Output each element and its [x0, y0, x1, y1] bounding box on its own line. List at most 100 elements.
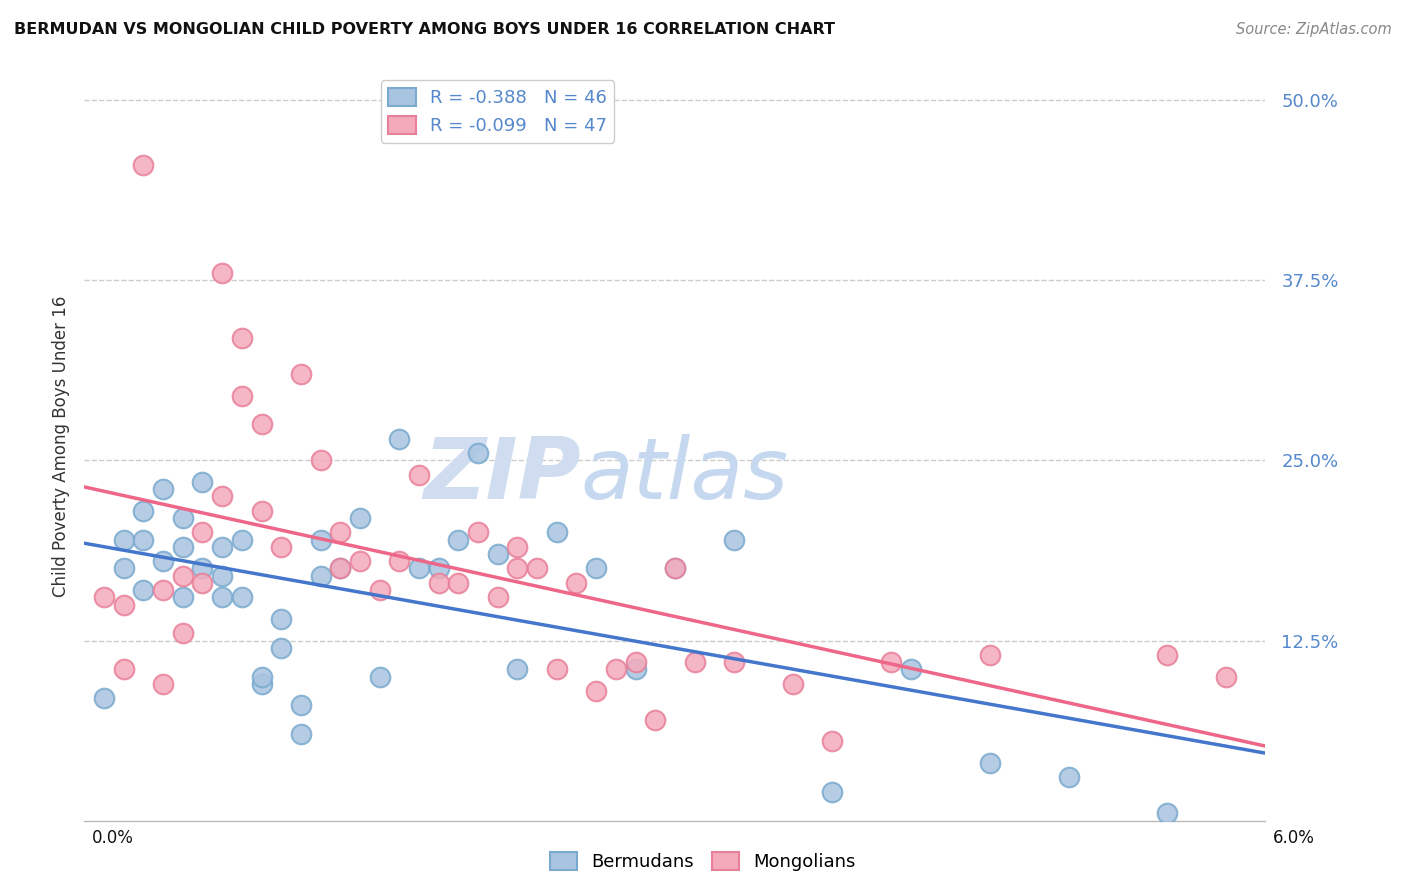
Point	[486, 591, 509, 605]
Point	[329, 561, 352, 575]
Point	[112, 662, 135, 676]
Point	[624, 655, 647, 669]
Point	[447, 533, 470, 547]
Point	[290, 727, 312, 741]
Point	[880, 655, 903, 669]
Point	[152, 583, 174, 598]
Point	[664, 561, 686, 575]
Point	[132, 583, 155, 598]
Point	[467, 525, 489, 540]
Point	[290, 698, 312, 713]
Point	[250, 669, 273, 683]
Point	[211, 540, 233, 554]
Point	[900, 662, 922, 676]
Point	[329, 561, 352, 575]
Point	[93, 591, 115, 605]
Point	[250, 417, 273, 432]
Point	[368, 669, 391, 683]
Point	[211, 568, 233, 582]
Point	[112, 533, 135, 547]
Point	[172, 540, 194, 554]
Point	[112, 598, 135, 612]
Point	[1156, 648, 1178, 662]
Point	[506, 561, 529, 575]
Point	[349, 554, 371, 568]
Point	[231, 331, 253, 345]
Point	[152, 554, 174, 568]
Point	[979, 756, 1001, 770]
Point	[447, 575, 470, 590]
Point	[191, 561, 214, 575]
Point	[270, 640, 292, 655]
Point	[250, 677, 273, 691]
Point	[290, 367, 312, 381]
Point	[388, 554, 411, 568]
Point	[270, 540, 292, 554]
Point	[821, 734, 844, 748]
Point	[191, 575, 214, 590]
Point	[821, 785, 844, 799]
Point	[683, 655, 706, 669]
Point	[211, 490, 233, 504]
Point	[112, 561, 135, 575]
Point	[231, 533, 253, 547]
Point	[211, 591, 233, 605]
Point	[211, 266, 233, 280]
Point	[605, 662, 627, 676]
Point	[152, 482, 174, 496]
Point	[309, 568, 332, 582]
Point	[132, 158, 155, 172]
Point	[132, 533, 155, 547]
Legend: Bermudans, Mongolians: Bermudans, Mongolians	[543, 845, 863, 879]
Point	[172, 568, 194, 582]
Point	[309, 533, 332, 547]
Point	[1057, 771, 1080, 785]
Text: atlas: atlas	[581, 434, 789, 517]
Text: Source: ZipAtlas.com: Source: ZipAtlas.com	[1236, 22, 1392, 37]
Point	[427, 561, 450, 575]
Text: 6.0%: 6.0%	[1272, 829, 1315, 847]
Point	[506, 662, 529, 676]
Point	[388, 432, 411, 446]
Point	[1215, 669, 1237, 683]
Text: BERMUDAN VS MONGOLIAN CHILD POVERTY AMONG BOYS UNDER 16 CORRELATION CHART: BERMUDAN VS MONGOLIAN CHILD POVERTY AMON…	[14, 22, 835, 37]
Text: 0.0%: 0.0%	[91, 829, 134, 847]
Point	[172, 511, 194, 525]
Point	[664, 561, 686, 575]
Legend: R = -0.388   N = 46, R = -0.099   N = 47: R = -0.388 N = 46, R = -0.099 N = 47	[381, 80, 614, 143]
Point	[1156, 806, 1178, 821]
Point	[979, 648, 1001, 662]
Point	[526, 561, 548, 575]
Point	[546, 662, 568, 676]
Text: ZIP: ZIP	[423, 434, 581, 517]
Point	[329, 525, 352, 540]
Point	[486, 547, 509, 561]
Point	[467, 446, 489, 460]
Point	[250, 504, 273, 518]
Point	[506, 540, 529, 554]
Point	[172, 626, 194, 640]
Point	[585, 684, 607, 698]
Point	[349, 511, 371, 525]
Point	[624, 662, 647, 676]
Point	[132, 504, 155, 518]
Point	[565, 575, 588, 590]
Y-axis label: Child Poverty Among Boys Under 16: Child Poverty Among Boys Under 16	[52, 295, 70, 597]
Point	[231, 388, 253, 402]
Point	[585, 561, 607, 575]
Point	[368, 583, 391, 598]
Point	[191, 525, 214, 540]
Point	[408, 561, 430, 575]
Point	[408, 467, 430, 482]
Point	[172, 591, 194, 605]
Point	[644, 713, 666, 727]
Point	[93, 691, 115, 706]
Point	[546, 525, 568, 540]
Point	[723, 533, 745, 547]
Point	[152, 677, 174, 691]
Point	[723, 655, 745, 669]
Point	[309, 453, 332, 467]
Point	[427, 575, 450, 590]
Point	[191, 475, 214, 489]
Point	[231, 591, 253, 605]
